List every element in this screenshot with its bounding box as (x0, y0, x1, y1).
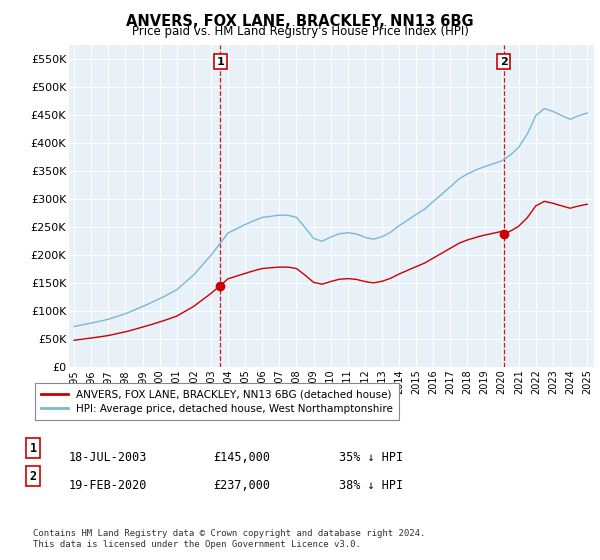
Text: 2: 2 (500, 57, 508, 67)
Text: 2: 2 (29, 469, 37, 483)
Text: 19-FEB-2020: 19-FEB-2020 (69, 479, 148, 492)
Text: £145,000: £145,000 (213, 451, 270, 464)
Text: Contains HM Land Registry data © Crown copyright and database right 2024.
This d: Contains HM Land Registry data © Crown c… (33, 529, 425, 549)
Text: 1: 1 (29, 441, 37, 455)
Text: £237,000: £237,000 (213, 479, 270, 492)
Text: Price paid vs. HM Land Registry's House Price Index (HPI): Price paid vs. HM Land Registry's House … (131, 25, 469, 38)
Text: 35% ↓ HPI: 35% ↓ HPI (339, 451, 403, 464)
Text: 18-JUL-2003: 18-JUL-2003 (69, 451, 148, 464)
Text: ANVERS, FOX LANE, BRACKLEY, NN13 6BG: ANVERS, FOX LANE, BRACKLEY, NN13 6BG (126, 14, 474, 29)
Legend: ANVERS, FOX LANE, BRACKLEY, NN13 6BG (detached house), HPI: Average price, detac: ANVERS, FOX LANE, BRACKLEY, NN13 6BG (de… (35, 383, 399, 420)
Text: 1: 1 (216, 57, 224, 67)
Text: 38% ↓ HPI: 38% ↓ HPI (339, 479, 403, 492)
